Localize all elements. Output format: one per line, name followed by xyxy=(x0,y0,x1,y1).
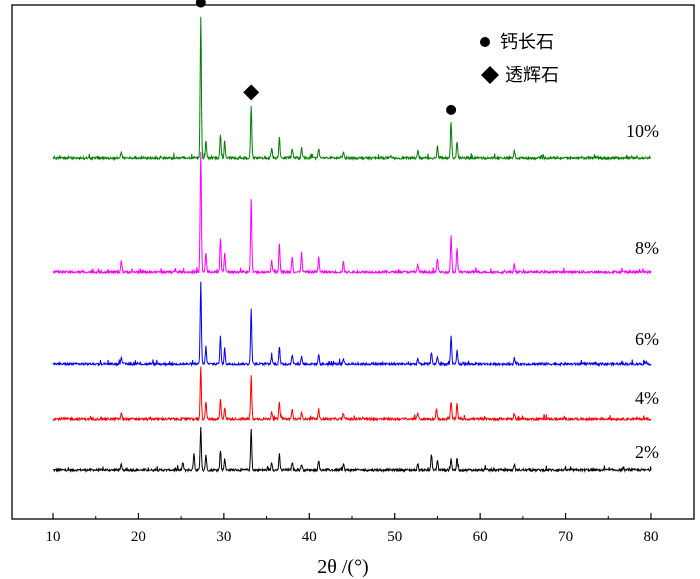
x-tick-label: 60 xyxy=(473,529,488,545)
series-line-8% xyxy=(52,151,652,276)
series-line-10% xyxy=(52,16,652,162)
legend-circle-icon xyxy=(480,37,490,47)
series-label: 4% xyxy=(635,388,659,408)
series-label: 6% xyxy=(635,329,659,349)
x-tick-label: 80 xyxy=(644,529,659,545)
series-line-2% xyxy=(52,426,652,474)
x-tick-label: 10 xyxy=(46,529,61,545)
x-axis: 10 20 30 40 50 60 70 80 xyxy=(46,513,659,545)
series-label: 8% xyxy=(635,238,659,258)
series-label: 2% xyxy=(635,442,659,462)
x-tick-label: 30 xyxy=(216,529,231,545)
legend-label: 透辉石 xyxy=(505,65,559,86)
diopside-marker xyxy=(243,84,260,101)
peak-markers xyxy=(195,0,457,115)
series-line-4% xyxy=(52,366,652,423)
x-axis-title: 2θ /(°) xyxy=(317,556,368,578)
series-labels: 2% 4% 6% 8% 10% xyxy=(626,121,659,462)
series-label: 10% xyxy=(626,121,659,141)
x-tick-label: 50 xyxy=(387,529,402,545)
plot-frame xyxy=(11,4,695,520)
anorthite-marker xyxy=(446,104,457,115)
legend-label: 钙长石 xyxy=(500,32,554,53)
anorthite-marker xyxy=(195,0,206,8)
series-line-6% xyxy=(52,281,652,368)
legend-diamond-icon xyxy=(481,66,499,84)
x-tick-label: 40 xyxy=(302,529,317,545)
x-tick-label: 20 xyxy=(131,529,146,545)
series-group xyxy=(52,16,652,474)
x-tick-label: 70 xyxy=(558,529,573,545)
